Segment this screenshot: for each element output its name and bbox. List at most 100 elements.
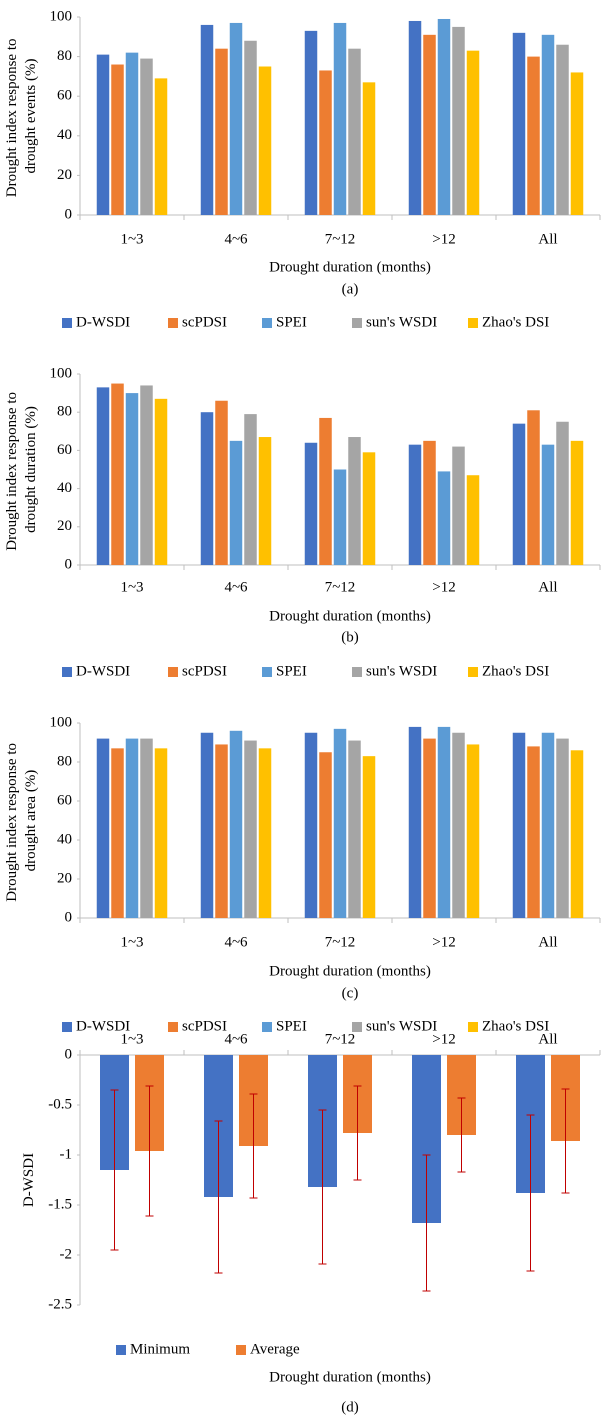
legend-label: D-WSDI [76, 314, 130, 330]
legend-label: Minimum [130, 1341, 190, 1357]
legend-label: scPDSI [182, 1018, 227, 1034]
bar [541, 34, 555, 215]
legend-swatch [468, 1022, 478, 1032]
y-tick-label: 0 [65, 556, 73, 572]
bar [556, 421, 569, 565]
error-bar [561, 1088, 570, 1194]
x-axis-label: Drought duration (months) [269, 963, 431, 979]
bar [229, 440, 243, 565]
bar [258, 66, 272, 215]
error-bar [353, 1085, 362, 1181]
bar [154, 398, 168, 565]
bar [570, 72, 584, 215]
x-tick-label: >12 [432, 934, 455, 950]
legend-label: Zhao's DSI [482, 663, 549, 679]
bar [408, 20, 422, 216]
bar [215, 744, 228, 918]
error-bar [249, 1093, 258, 1199]
x-axis-label: Drought duration (months) [269, 608, 431, 624]
x-tick-label: 1~3 [120, 231, 143, 247]
bar [423, 440, 436, 565]
legend-swatch [62, 667, 72, 677]
legend-swatch [62, 1022, 72, 1032]
bar [541, 732, 555, 918]
bar [140, 738, 153, 918]
bar [570, 440, 584, 565]
bar [452, 732, 465, 918]
legend-swatch [168, 1022, 178, 1032]
bar [111, 64, 124, 216]
y-tick-label: -1 [60, 1146, 73, 1162]
y-axis-label: Drought index response to drought area (… [4, 739, 39, 901]
legend-swatch [62, 318, 72, 328]
y-tick-label: 0 [65, 1046, 73, 1062]
y-tick-label: 80 [57, 753, 72, 769]
legend-swatch [236, 1345, 246, 1355]
error-bar [422, 1154, 431, 1292]
bar [362, 82, 376, 215]
x-tick-label: 1~3 [120, 579, 143, 595]
legend-label: sun's WSDI [366, 1018, 437, 1034]
y-axis-label: Drought index response to drought durati… [4, 388, 39, 550]
error-bar [214, 1120, 223, 1274]
bar [512, 423, 526, 565]
x-tick-label: 7~12 [325, 579, 356, 595]
y-tick-label: 40 [57, 831, 72, 847]
bar [96, 738, 110, 918]
legend-label: SPEI [276, 663, 307, 679]
bar [541, 444, 555, 565]
bar [437, 471, 451, 565]
error-bar [318, 1109, 327, 1265]
legend-label: D-WSDI [76, 663, 130, 679]
bar [200, 24, 214, 216]
bar [96, 54, 110, 216]
bar [437, 726, 451, 918]
bar [527, 410, 540, 565]
bar [452, 446, 465, 565]
x-tick-label: 4~6 [224, 231, 248, 247]
y-axis-label: Drought index response to drought events… [4, 35, 39, 197]
legend-swatch [116, 1345, 126, 1355]
bar [527, 746, 540, 918]
bar [319, 417, 332, 565]
bar [408, 726, 422, 918]
bar [125, 52, 139, 215]
bar [319, 70, 332, 216]
legend-swatch [262, 318, 272, 328]
bar [512, 32, 526, 216]
bar [362, 452, 376, 565]
legend-swatch [352, 667, 362, 677]
bar [258, 748, 272, 918]
y-tick-label: -0.5 [48, 1096, 72, 1112]
x-tick-label: 4~6 [224, 1031, 248, 1047]
legend-swatch [468, 667, 478, 677]
x-tick-label: 1~3 [120, 1031, 143, 1047]
caption: (b) [341, 629, 359, 645]
legend-swatch [262, 667, 272, 677]
legend-label: scPDSI [182, 314, 227, 330]
x-tick-label: All [538, 1031, 557, 1047]
bar [348, 48, 361, 216]
bar [154, 78, 168, 215]
bar [111, 748, 124, 918]
x-tick-label: All [538, 231, 557, 247]
legend-swatch [352, 318, 362, 328]
y-tick-label: 0 [65, 909, 73, 925]
error-bar [457, 1097, 466, 1173]
bar [333, 469, 347, 565]
x-tick-label: 7~12 [325, 231, 356, 247]
bar [319, 752, 332, 918]
error-bar [110, 1089, 119, 1251]
y-tick-label: 20 [57, 167, 72, 183]
bar [200, 732, 214, 918]
x-axis-label: Drought duration (months) [269, 1369, 431, 1385]
bar [258, 437, 272, 565]
x-tick-label: >12 [432, 231, 455, 247]
bar [348, 437, 361, 565]
bar [140, 58, 153, 215]
caption: (d) [341, 1399, 359, 1415]
legend-swatch [352, 1022, 362, 1032]
y-tick-label: 100 [50, 8, 73, 24]
bar [362, 756, 376, 918]
